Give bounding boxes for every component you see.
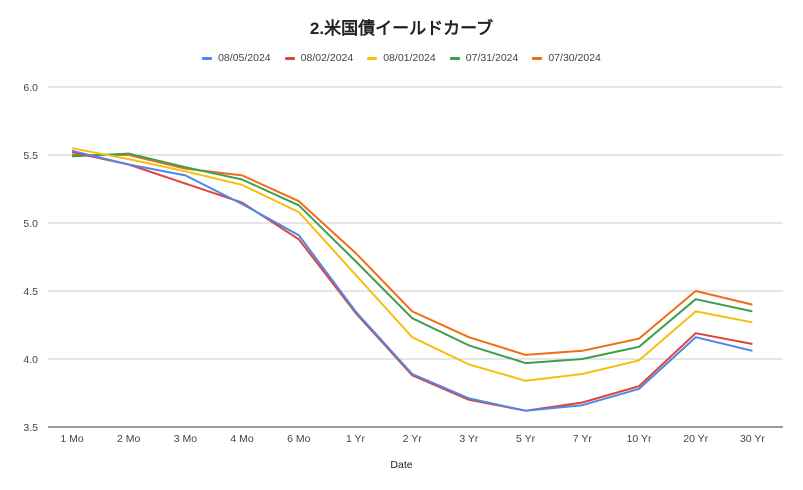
legend-label: 07/30/2024 [548,52,601,64]
y-tick-label: 5.0 [23,218,38,230]
legend-item[interactable]: 08/05/2024 [202,52,271,64]
legend-item[interactable]: 08/02/2024 [284,52,354,64]
series-line [71,147,753,382]
legend-item[interactable]: 07/31/2024 [449,52,519,64]
y-tick-label: 5.5 [23,150,38,162]
x-tick-label: 6 Mo [287,433,311,445]
y-tick-label: 4.0 [23,354,38,366]
x-tick-label: 1 Mo [60,433,84,445]
legend-swatch [367,56,378,60]
legend-item[interactable]: 08/01/2024 [367,52,436,64]
x-tick-label: 10 Yr [627,433,652,445]
legend-item[interactable]: 07/30/2024 [532,52,601,64]
legend-label: 08/02/2024 [300,52,354,64]
x-tick-label: 4 Mo [230,433,254,445]
series-line [71,151,753,412]
x-tick-label: 3 Yr [459,433,479,445]
x-tick-label: 30 Yr [740,433,765,445]
y-tick-label: 4.5 [23,286,38,298]
legend-label: 08/05/2024 [218,52,271,64]
x-tick-label: 2 Yr [403,433,423,445]
x-tick-label: 5 Yr [516,433,536,445]
x-tick-label: 7 Yr [573,433,593,445]
legend-swatch [202,56,213,60]
x-tick-label: 20 Yr [683,433,708,445]
series-line [71,152,753,365]
legend-swatch [284,56,295,60]
y-tick-label: 3.5 [23,422,38,434]
legend-swatch [532,56,543,60]
y-tick-label: 6.0 [23,82,38,94]
series-line [71,149,753,412]
x-axis-title: Date [390,459,413,471]
x-tick-label: 2 Mo [117,433,141,445]
x-tick-label: 3 Mo [174,433,198,445]
chart-legend: 08/05/2024 08/02/2024 08/01/2024 07/31/2… [0,52,803,64]
legend-label: 07/31/2024 [465,52,519,64]
legend-swatch [449,56,460,60]
chart-title: 2.米国債イールドカーブ [309,19,494,38]
x-tick-label: 1 Yr [346,433,366,445]
series-line [72,154,753,356]
legend-label: 08/01/2024 [383,52,436,64]
